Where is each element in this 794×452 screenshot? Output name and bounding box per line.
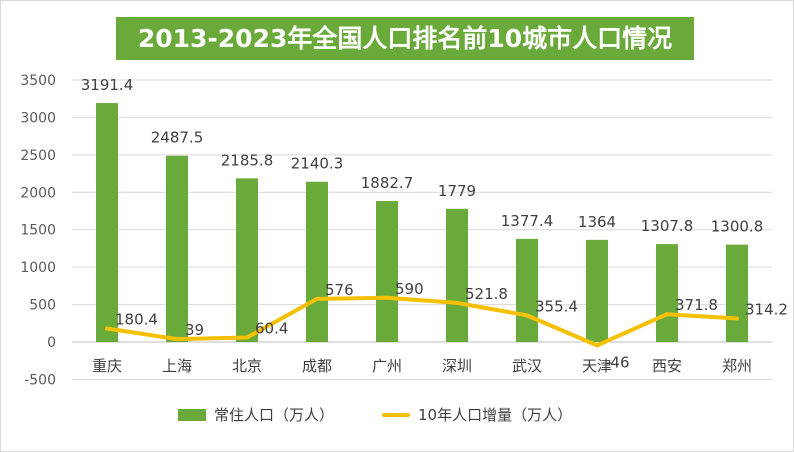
line-point-北京: [245, 335, 249, 340]
line-value-label: 521.8: [465, 285, 508, 303]
legend: 常住人口（万人） 10年人口增量（万人）: [0, 404, 794, 430]
bar-value-label: 1364: [578, 213, 616, 231]
line-point-天津: [595, 343, 599, 348]
y-tick-label: 500: [29, 298, 56, 314]
bar-西安: [656, 244, 678, 342]
bar-重庆: [96, 103, 118, 343]
y-tick-label: -500: [24, 372, 56, 388]
y-tick-label: 2000: [20, 185, 56, 201]
bar-广州: [376, 201, 398, 342]
x-tick-label: 成都: [302, 357, 332, 375]
x-tick-label: 上海: [162, 357, 192, 375]
bar-value-label: 1882.7: [361, 174, 414, 192]
bar-value-label: 2487.5: [151, 129, 204, 147]
y-tick-label: 3000: [20, 110, 56, 126]
line-point-深圳: [455, 300, 459, 305]
bar-value-label: 2185.8: [221, 151, 274, 169]
line-point-郑州: [735, 316, 739, 321]
line-point-广州: [385, 295, 389, 300]
bar-上海: [166, 155, 188, 342]
legend-label-bar: 常住人口（万人）: [214, 406, 335, 424]
y-tick-label: 2500: [20, 148, 56, 164]
y-tick-label: 0: [47, 335, 56, 351]
line-value-label: 371.8: [675, 296, 718, 314]
bar-深圳: [446, 208, 468, 342]
bar-value-label: 1779: [438, 182, 476, 200]
bar-value-label: 1377.4: [501, 212, 554, 230]
line-value-label: 60.4: [255, 319, 288, 337]
chart-title: 2013-2023年全国人口排名前10城市人口情况: [116, 17, 694, 60]
x-tick-label: 天津: [582, 357, 612, 375]
x-tick-label: 深圳: [442, 357, 472, 375]
bar-value-label: 3191.4: [81, 76, 134, 94]
legend-item-line: 10年人口增量（万人）: [382, 404, 572, 425]
legend-swatch-line: [382, 412, 410, 417]
legend-label-line: 10年人口增量（万人）: [418, 406, 573, 424]
line-value-label: 576: [325, 281, 354, 299]
bar-北京: [236, 178, 258, 342]
line-point-西安: [665, 312, 669, 317]
line-point-上海: [175, 337, 179, 342]
bar-value-label: 1307.8: [641, 217, 694, 235]
bar-郑州: [726, 244, 748, 342]
line-value-label: 39: [185, 321, 204, 339]
x-tick-label: 武汉: [512, 357, 542, 375]
bar-天津: [586, 239, 608, 342]
x-tick-label: 北京: [232, 357, 262, 375]
line-point-武汉: [525, 313, 529, 318]
line-value-label: 180.4: [115, 310, 158, 328]
line-value-label: 355.4: [535, 297, 578, 315]
y-tick-label: 1500: [20, 223, 56, 239]
y-tick-label: 1000: [20, 260, 56, 276]
x-tick-label: 郑州: [722, 357, 752, 375]
x-tick-label: 广州: [372, 357, 402, 375]
line-point-重庆: [105, 326, 109, 331]
bar-value-label: 2140.3: [291, 155, 344, 173]
line-value-label: 314.2: [745, 300, 788, 318]
line-series-increment: [105, 295, 739, 348]
bar-成都: [306, 181, 328, 342]
bar-value-label: 1300.8: [711, 218, 764, 236]
y-tick-label: 3500: [20, 73, 56, 89]
line-point-成都: [315, 296, 319, 301]
line-value-label: 590: [395, 280, 424, 298]
legend-item-bar: 常住人口（万人）: [178, 404, 334, 425]
legend-swatch-bar: [178, 408, 206, 421]
line-value-label: -46: [605, 353, 630, 371]
x-tick-label: 重庆: [92, 357, 122, 375]
bar-武汉: [516, 238, 538, 342]
x-tick-label: 西安: [652, 357, 682, 375]
